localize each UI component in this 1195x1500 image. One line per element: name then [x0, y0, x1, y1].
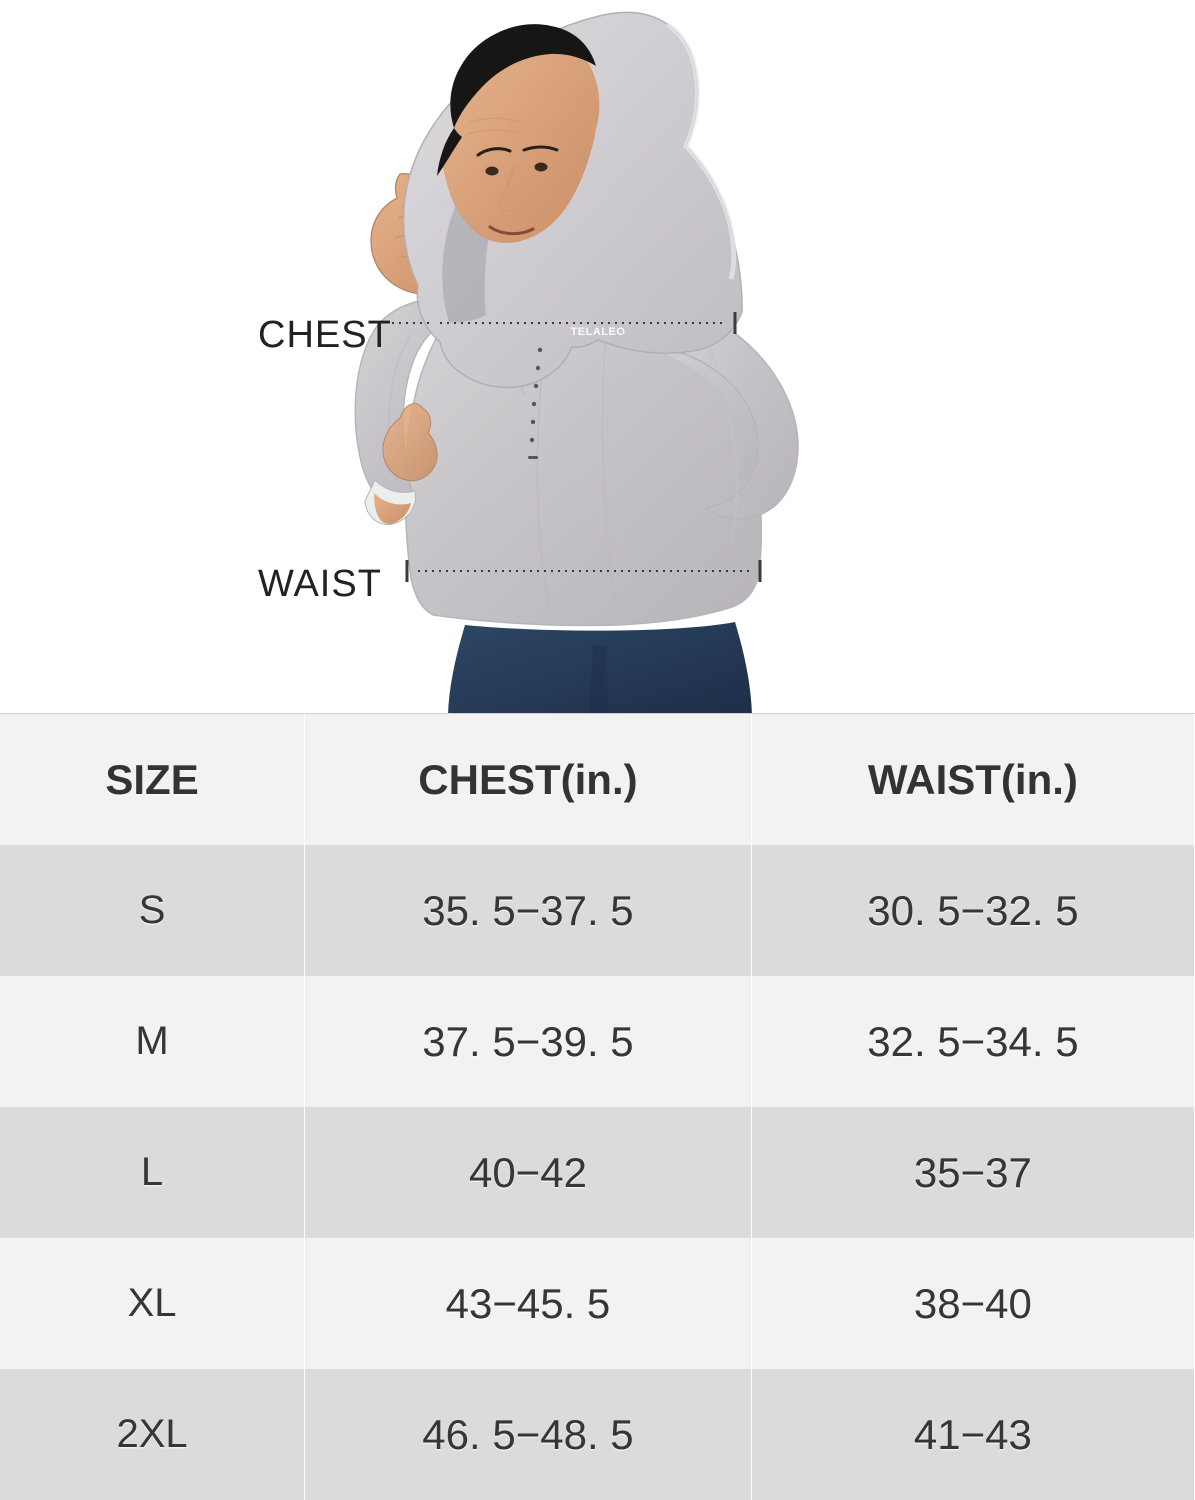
svg-text:CHEST: CHEST: [258, 314, 392, 356]
svg-text:TELALEO: TELALEO: [571, 326, 626, 338]
svg-text:WAIST: WAIST: [258, 563, 382, 605]
